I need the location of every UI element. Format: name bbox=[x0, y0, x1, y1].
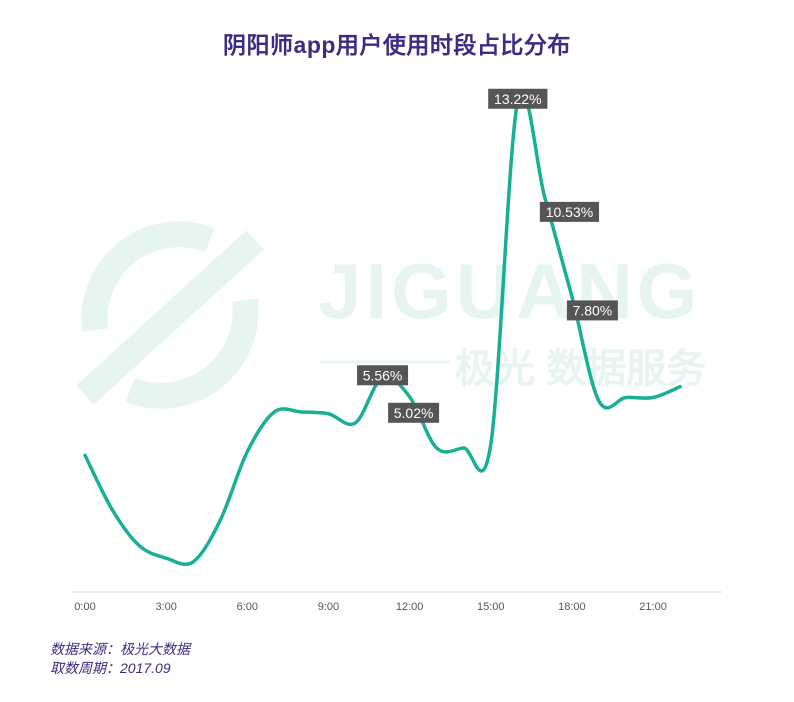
x-tick-label: 18:00 bbox=[558, 601, 586, 613]
data-label-text: 10.53% bbox=[546, 204, 593, 220]
data-label-text: 7.80% bbox=[573, 302, 613, 318]
x-tick-label: 0:00 bbox=[74, 601, 95, 613]
chart-title: 阴阳师app用户使用时段占比分布 bbox=[223, 32, 571, 58]
x-tick-label: 9:00 bbox=[318, 601, 339, 613]
data-label-text: 13.22% bbox=[494, 91, 541, 107]
data-label-box bbox=[539, 201, 600, 222]
data-label: 5.56% bbox=[357, 365, 409, 386]
x-tick-label: 21:00 bbox=[639, 601, 667, 613]
line-chart: JIGUANG 极光 数据服务 0:00 3:00 6:00 9:00 12:00 15:… bbox=[72, 88, 722, 613]
x-tick-label: 12:00 bbox=[396, 601, 424, 613]
x-axis-ticks: 0:00 3:00 6:00 9:00 12:00 15:00 18:00 21:00 bbox=[74, 601, 667, 613]
period-note: 取数周期：2017.09 bbox=[50, 660, 171, 676]
x-tick-label: 15:00 bbox=[477, 601, 505, 613]
watermark-tagline: 极光 数据服务 bbox=[455, 347, 706, 391]
data-label: 5.02% bbox=[388, 402, 440, 423]
data-label-box bbox=[566, 300, 618, 321]
x-tick-label: 6:00 bbox=[237, 601, 258, 613]
data-labels: 5.56% 5.02% 13.22% 10.53% 7.80% bbox=[357, 88, 618, 423]
source-note: 数据来源：极光大数据 bbox=[50, 641, 190, 657]
watermark-logo-icon bbox=[76, 221, 264, 409]
data-label: 13.22% bbox=[488, 88, 548, 109]
data-label-text: 5.56% bbox=[363, 367, 403, 383]
x-tick-label: 3:00 bbox=[155, 601, 176, 613]
footer: 数据来源：极光大数据 取数周期：2017.09 bbox=[50, 640, 190, 678]
watermark-brand: JIGUANG bbox=[318, 247, 701, 335]
data-label-box bbox=[357, 365, 409, 386]
data-label-text: 5.02% bbox=[394, 405, 434, 421]
data-label-box bbox=[488, 88, 548, 109]
data-label-box bbox=[388, 402, 440, 423]
data-label: 10.53% bbox=[539, 201, 600, 222]
watermark: JIGUANG 极光 数据服务 bbox=[76, 221, 706, 409]
data-label: 7.80% bbox=[566, 300, 618, 321]
